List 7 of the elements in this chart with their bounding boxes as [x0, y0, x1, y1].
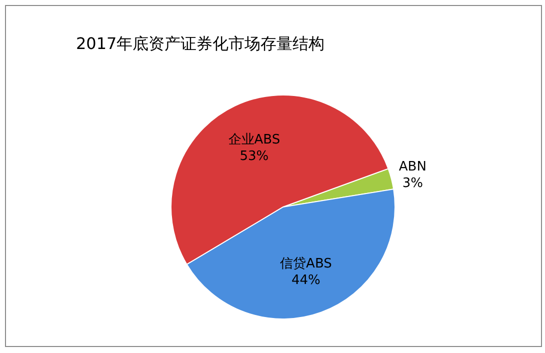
slice-label: 企业ABS	[228, 132, 280, 148]
chart-title: 2017年底资产证券化市场存量结构	[76, 34, 326, 55]
data-label: 44%	[292, 272, 320, 288]
slice-label: 信贷ABS	[280, 256, 332, 272]
slice-label: ABN	[398, 160, 426, 175]
data-label: 53%	[240, 148, 269, 164]
data-label: 3%	[402, 176, 423, 191]
